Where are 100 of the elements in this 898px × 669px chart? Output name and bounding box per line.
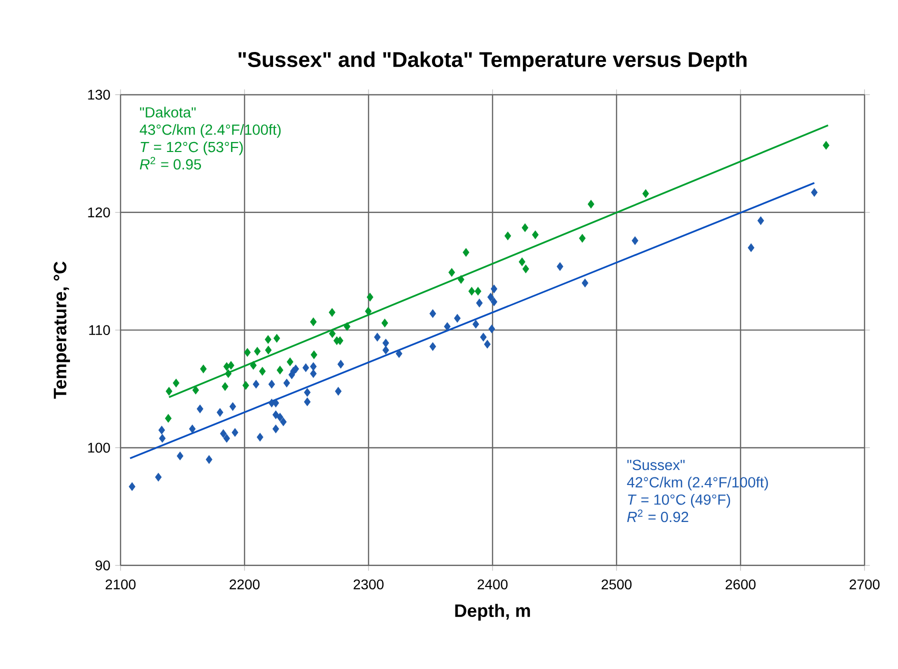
point [480,332,487,342]
point [265,346,272,354]
point [556,262,564,271]
point [444,322,451,331]
point [229,402,236,411]
point [259,366,266,376]
point [582,278,588,288]
point [128,482,136,491]
point [396,349,402,358]
point [232,428,238,437]
point [304,388,311,397]
point [276,412,284,422]
point [337,360,344,368]
point [165,414,172,423]
y-tick-label: 110 [89,325,110,336]
point [458,275,464,284]
point [172,378,180,388]
point [468,286,475,296]
point [242,381,250,390]
annotation: T = 12°C (53°F) [140,141,243,156]
point [276,366,284,374]
point [490,284,498,294]
point [244,348,251,357]
point [822,141,830,150]
point [220,429,227,438]
point [448,268,456,277]
chart-title: "Sussex" and "Dakota" Temperature versus Depth [238,51,747,72]
annotation: T = 10°C (49°F) [628,494,730,508]
point [382,318,388,328]
point [504,232,512,240]
point [522,223,528,232]
point [280,418,287,426]
point [272,410,280,420]
x-tick-label: 2300 [354,579,384,590]
point [484,340,491,348]
point [488,324,496,334]
point [223,434,230,443]
point [365,306,372,316]
point [430,342,436,351]
point [310,362,317,371]
point [632,236,638,245]
point [518,258,526,266]
point [206,455,212,464]
point [302,363,310,372]
point [252,380,260,388]
point [264,335,272,344]
point [474,286,482,296]
point [250,361,257,370]
point [158,426,165,434]
point [272,398,280,408]
point [166,386,172,396]
annotation: "Sussex" [627,460,685,470]
point [272,424,280,434]
point [155,472,162,482]
x-tick-label: 2600 [726,579,756,590]
point [344,322,350,331]
x-tick-label: 2200 [230,579,260,590]
point [374,332,381,342]
point [579,234,586,243]
point [757,216,764,225]
point [196,404,204,414]
point [642,189,649,198]
point [192,386,199,394]
point [382,338,390,348]
point [254,346,261,356]
point [748,243,754,252]
point [328,308,336,317]
point [310,318,317,326]
point [286,358,294,366]
point [159,434,166,443]
point [256,432,264,442]
point [310,369,317,378]
point [454,314,461,323]
point [304,398,311,406]
point [490,298,498,306]
point [462,248,470,257]
annotation: R$^{2}$ = 0.92 [627,510,688,522]
annotation: "Dakota" [140,106,196,118]
point [382,346,390,354]
point [283,378,290,388]
point [329,329,336,338]
y-tick-label: 100 [88,442,110,453]
point [200,364,207,374]
point [189,424,196,434]
point [430,309,436,318]
point [522,264,530,274]
y-tick-label: 90 [96,560,110,570]
point [216,408,224,417]
y-tick-label: 120 [88,207,110,218]
point [274,334,280,343]
point [811,188,818,197]
x-tick-label: 2700 [850,579,880,590]
point [476,298,483,308]
point [310,350,318,360]
point [176,452,184,460]
x-axis-title: Depth, m [455,604,530,621]
annotation: R$^{2}$ = 0.95 [140,156,201,170]
point [228,361,234,370]
point [588,200,594,208]
point [532,230,539,240]
